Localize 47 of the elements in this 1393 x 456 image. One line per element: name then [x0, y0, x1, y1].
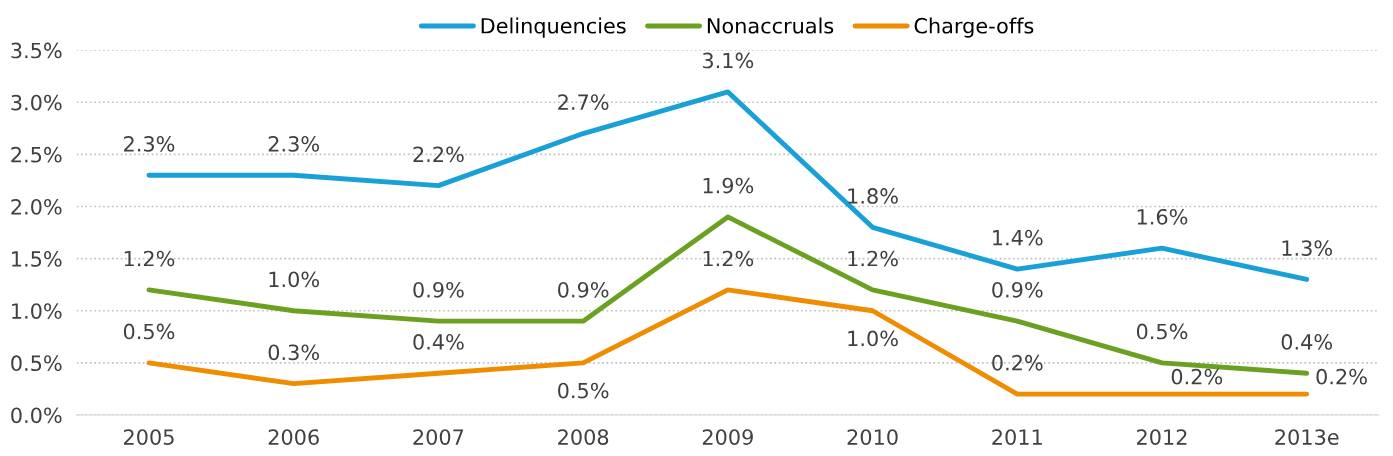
data-label: 3.1%	[702, 52, 754, 69]
data-label: 0.9%	[992, 281, 1043, 298]
x-tick-label: 2009	[702, 429, 753, 445]
data-label: 2.3%	[268, 135, 320, 152]
y-tick-label: 2.0%	[11, 198, 62, 215]
x-tick-label: 2013e	[1275, 429, 1339, 445]
legend-label: Charge-offs	[914, 17, 1034, 38]
data-label: 1.0%	[269, 271, 320, 288]
data-label: 1.8%	[848, 188, 898, 204]
data-label: 1.0%	[848, 330, 898, 347]
x-tick-label: 2010	[847, 429, 898, 445]
data-label: 0.9%	[558, 281, 609, 298]
data-label: 0.4%	[413, 334, 464, 350]
y-tick-label: 1.5%	[12, 251, 62, 267]
x-tick-label: 2011	[992, 429, 1042, 445]
y-tick-label: 3.0%	[11, 94, 62, 111]
data-label: 1.2%	[703, 250, 754, 267]
y-tick-label: 2.5%	[11, 146, 62, 163]
data-label: 0.5%	[123, 323, 175, 340]
data-label: 0.2%	[1171, 368, 1223, 385]
legend-label: Delinquencies	[481, 17, 626, 38]
data-label: 2.3%	[124, 135, 175, 152]
data-label: 0.4%	[1281, 334, 1333, 350]
data-label: 1.4%	[993, 229, 1043, 246]
data-label: 0.5%	[1136, 323, 1188, 340]
data-label: 1.3%	[1282, 240, 1333, 256]
y-tick-label: 0.0%	[11, 407, 62, 424]
data-label: 2.2%	[413, 146, 464, 163]
x-tick-label: 2005	[123, 429, 174, 445]
x-tick-label: 2008	[558, 429, 609, 445]
legend-label: Nonaccruals	[707, 17, 834, 34]
data-label: 0.9%	[413, 281, 464, 298]
x-tick-label: 2007	[413, 429, 464, 445]
data-label: 2.7%	[558, 94, 609, 111]
x-tick-label: 2006	[268, 429, 319, 445]
data-label: 1.6%	[1137, 208, 1188, 225]
data-label: 0.2%	[992, 354, 1043, 371]
data-label: 0.5%	[558, 382, 609, 399]
y-tick-label: 0.5%	[11, 355, 62, 372]
data-label: 1.2%	[848, 250, 898, 267]
data-label: 0.2%	[1316, 368, 1367, 385]
y-tick-label: 1.0%	[12, 303, 62, 319]
y-tick-label: 3.5%	[11, 42, 62, 59]
data-label: 0.3%	[268, 344, 320, 361]
data-label: 1.2%	[124, 250, 175, 267]
data-label: 1.9%	[703, 177, 754, 194]
x-tick-label: 2012	[1137, 429, 1187, 445]
